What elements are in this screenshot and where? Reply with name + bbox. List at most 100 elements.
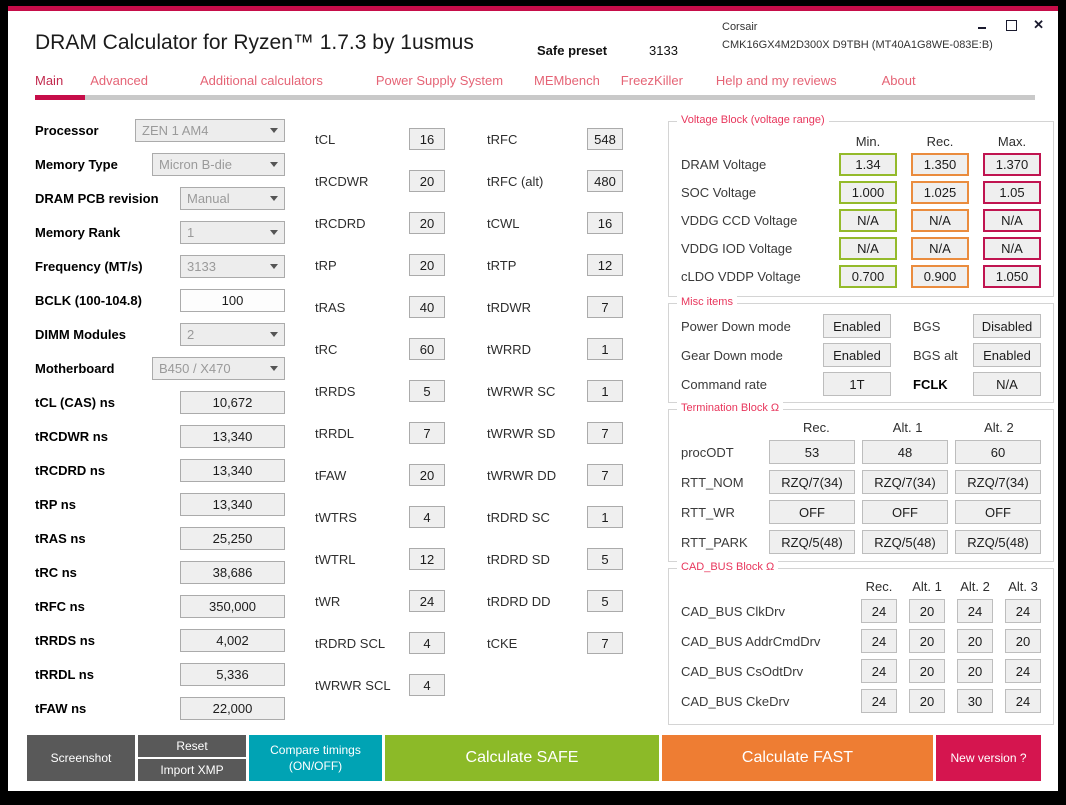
tcl-input[interactable] bbox=[409, 128, 445, 150]
fclk-value[interactable] bbox=[973, 372, 1041, 396]
tab-membench[interactable]: MEMbench bbox=[534, 73, 600, 88]
trdrd-dd-input[interactable] bbox=[587, 590, 623, 612]
trc-input[interactable] bbox=[409, 338, 445, 360]
rtt-park-alt2[interactable] bbox=[955, 530, 1041, 554]
tab-help-and-my-reviews[interactable]: Help and my reviews bbox=[715, 73, 837, 88]
soc-voltage-min[interactable] bbox=[839, 181, 897, 204]
twtrl-input[interactable] bbox=[409, 548, 445, 570]
vddg-ccd-voltage-min[interactable] bbox=[839, 209, 897, 232]
calculate-fast-button[interactable]: Calculate FAST bbox=[662, 735, 933, 781]
tcwl-input[interactable] bbox=[587, 212, 623, 234]
tcke-input[interactable] bbox=[587, 632, 623, 654]
trc-ns-input[interactable] bbox=[180, 560, 285, 584]
twtrs-input[interactable] bbox=[409, 506, 445, 528]
ckedrv-rec[interactable] bbox=[861, 689, 897, 713]
procodt-alt1[interactable] bbox=[862, 440, 948, 464]
vddg-iod-voltage-min[interactable] bbox=[839, 237, 897, 260]
ckedrv-alt2[interactable] bbox=[957, 689, 993, 713]
csodtdrv-alt2[interactable] bbox=[957, 659, 993, 683]
trrds-input[interactable] bbox=[409, 380, 445, 402]
trp-input[interactable] bbox=[409, 254, 445, 276]
rtt-park-alt1[interactable] bbox=[862, 530, 948, 554]
trrds-ns-input[interactable] bbox=[180, 628, 285, 652]
dram-voltage-min[interactable] bbox=[839, 153, 897, 176]
tab-advanced[interactable]: Advanced bbox=[90, 73, 149, 88]
rtt-nom-alt1[interactable] bbox=[862, 470, 948, 494]
trdrd-sc-input[interactable] bbox=[587, 506, 623, 528]
tras-input[interactable] bbox=[409, 296, 445, 318]
addrcmddrv-alt1[interactable] bbox=[909, 629, 945, 653]
twrwr-scl-input[interactable] bbox=[409, 674, 445, 696]
vddg-iod-voltage-max[interactable] bbox=[983, 237, 1041, 260]
twrrd-input[interactable] bbox=[587, 338, 623, 360]
trdrd-scl-input[interactable] bbox=[409, 632, 445, 654]
dram-voltage-max[interactable] bbox=[983, 153, 1041, 176]
twrwr-sd-input[interactable] bbox=[587, 422, 623, 444]
procodt-alt2[interactable] bbox=[955, 440, 1041, 464]
import-xmp-button[interactable]: Import XMP bbox=[138, 759, 246, 781]
trcdrd-ns-input[interactable] bbox=[180, 458, 285, 482]
trfc-alt-input[interactable] bbox=[587, 170, 623, 192]
clkdrv-alt1[interactable] bbox=[909, 599, 945, 623]
trcdwr-input[interactable] bbox=[409, 170, 445, 192]
trcdrd-input[interactable] bbox=[409, 212, 445, 234]
tab-main[interactable]: Main bbox=[35, 73, 64, 88]
twrwr-dd-input[interactable] bbox=[587, 464, 623, 486]
trcdwr-ns-input[interactable] bbox=[180, 424, 285, 448]
ckedrv-alt1[interactable] bbox=[909, 689, 945, 713]
trdrd-sd-input[interactable] bbox=[587, 548, 623, 570]
tcl-ns-input[interactable] bbox=[180, 390, 285, 414]
ckedrv-alt3[interactable] bbox=[1005, 689, 1041, 713]
dram-voltage-rec[interactable] bbox=[911, 153, 969, 176]
maximize-icon[interactable] bbox=[1005, 19, 1018, 31]
clkdrv-rec[interactable] bbox=[861, 599, 897, 623]
power-down-mode-value[interactable] bbox=[823, 314, 891, 338]
addrcmddrv-alt2[interactable] bbox=[957, 629, 993, 653]
tab-additional-calculators[interactable]: Additional calculators bbox=[200, 73, 323, 88]
memory-type-select[interactable]: Micron B-die bbox=[152, 152, 285, 176]
csodtdrv-alt3[interactable] bbox=[1005, 659, 1041, 683]
minimize-icon[interactable] bbox=[977, 19, 989, 31]
soc-voltage-rec[interactable] bbox=[911, 181, 969, 204]
dimm-modules-select[interactable]: 2 bbox=[180, 322, 285, 346]
twr-input[interactable] bbox=[409, 590, 445, 612]
screenshot-button[interactable]: Screenshot bbox=[27, 735, 135, 781]
rtt-park-rec[interactable] bbox=[769, 530, 855, 554]
new-version-button[interactable]: New version ? bbox=[936, 735, 1041, 781]
dram-pcb-revision-select[interactable]: Manual bbox=[180, 186, 285, 210]
rtt-wr-alt1[interactable] bbox=[862, 500, 948, 524]
cldo-vddp-voltage-max[interactable] bbox=[983, 265, 1041, 288]
procodt-rec[interactable] bbox=[769, 440, 855, 464]
clkdrv-alt2[interactable] bbox=[957, 599, 993, 623]
compare-timings-button[interactable]: Compare timings (ON/OFF) bbox=[249, 735, 382, 781]
rtt-wr-alt2[interactable] bbox=[955, 500, 1041, 524]
calculate-safe-button[interactable]: Calculate SAFE bbox=[385, 735, 659, 781]
bgs-alt-value[interactable] bbox=[973, 343, 1041, 367]
csodtdrv-rec[interactable] bbox=[861, 659, 897, 683]
vddg-ccd-voltage-rec[interactable] bbox=[911, 209, 969, 232]
reset-button[interactable]: Reset bbox=[138, 735, 246, 757]
trrdl-ns-input[interactable] bbox=[180, 662, 285, 686]
trdwr-input[interactable] bbox=[587, 296, 623, 318]
trp-ns-input[interactable] bbox=[180, 492, 285, 516]
trtp-input[interactable] bbox=[587, 254, 623, 276]
tras-ns-input[interactable] bbox=[180, 526, 285, 550]
tfaw-ns-input[interactable] bbox=[180, 696, 285, 720]
soc-voltage-max[interactable] bbox=[983, 181, 1041, 204]
rtt-wr-rec[interactable] bbox=[769, 500, 855, 524]
vddg-ccd-voltage-max[interactable] bbox=[983, 209, 1041, 232]
tab-freezkiller[interactable]: FreezKiller bbox=[620, 73, 683, 88]
trrdl-input[interactable] bbox=[409, 422, 445, 444]
cldo-vddp-voltage-min[interactable] bbox=[839, 265, 897, 288]
clkdrv-alt3[interactable] bbox=[1005, 599, 1041, 623]
cldo-vddp-voltage-rec[interactable] bbox=[911, 265, 969, 288]
motherboard-select[interactable]: B450 / X470 bbox=[152, 356, 285, 380]
tab-power-supply-system[interactable]: Power Supply System bbox=[375, 73, 504, 88]
tfaw-input[interactable] bbox=[409, 464, 445, 486]
rtt-nom-alt2[interactable] bbox=[955, 470, 1041, 494]
rtt-nom-rec[interactable] bbox=[769, 470, 855, 494]
addrcmddrv-rec[interactable] bbox=[861, 629, 897, 653]
tab-about[interactable]: About bbox=[881, 73, 916, 88]
command-rate-value[interactable] bbox=[823, 372, 891, 396]
bclk-input[interactable] bbox=[180, 288, 285, 312]
